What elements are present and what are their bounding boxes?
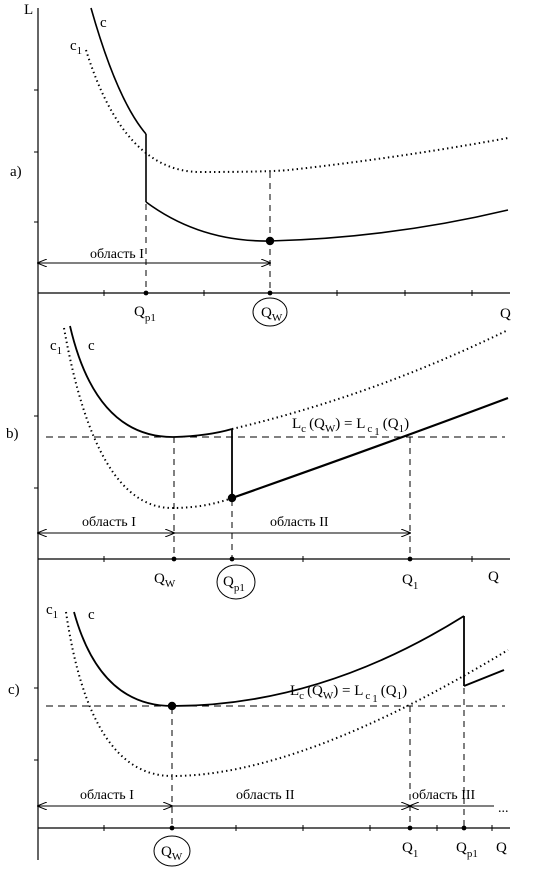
panel-b-region-1-label: область I [82, 515, 136, 530]
y-axis [34, 8, 39, 860]
panel-a-qp1-label: Qp1 [134, 304, 156, 324]
panel-b-qw-label: QW [154, 571, 176, 590]
panel-a-tag: a) [10, 164, 22, 180]
panel-c-x-axis-label: Q [496, 840, 507, 856]
panel-c-curve-c1-label: c1 [46, 602, 58, 621]
panel-c-qp1-label: Qp1 [456, 840, 478, 860]
panel-c-curve-c1 [65, 611, 509, 778]
panel-c-region-2-label: область II [236, 788, 295, 803]
panel-a-curve-c-label: c [100, 15, 107, 31]
panel-a-curve-c1 [85, 49, 509, 174]
panel-a-x-axis-label: Q [500, 306, 511, 322]
panel-a-qw-circle [252, 297, 288, 327]
panel-b-curve-c1 [63, 327, 233, 510]
panel-c-q1-label: Q1 [402, 840, 418, 860]
panel-c-qw-label: QW [161, 844, 183, 863]
panel-a-region-1-label: область I [90, 247, 144, 262]
panel-b-min-point [227, 493, 237, 503]
panel-a-curve-c [90, 7, 147, 135]
panel-b-x-axis-label: Q [488, 569, 499, 585]
panel-b-region-2-label: область II [270, 515, 329, 530]
panel-a-curve-c1-label: c1 [70, 38, 82, 57]
panel-b-curve-c-label: c [88, 338, 95, 354]
panel-c-curve-c-label: c [88, 607, 95, 623]
panel-c-region-1-label: область I [80, 788, 134, 803]
panel-c-tag: c) [8, 682, 20, 698]
panel-a-min-point [265, 236, 275, 246]
panel-c: c) область I область II область III .. [8, 602, 510, 867]
panel-b-curve-c1-label: c1 [50, 338, 62, 357]
panel-a-qw-label: QW [261, 305, 283, 324]
panel-b-qp1-circle [216, 564, 256, 600]
panel-b-tag: b) [6, 426, 19, 442]
y-axis-label: L [24, 2, 33, 18]
panel-c-region-3-label: область III [412, 788, 476, 803]
panel-c-qw-circle [153, 835, 191, 867]
panel-b-q1-label: Q1 [402, 572, 418, 592]
panel-b-curve-c [69, 325, 233, 438]
panel-a: a) область I c c1 Qp1 QW Q [10, 7, 511, 327]
panel-b-qp1-label: Qp1 [223, 574, 245, 594]
panel-c-curve-c [73, 611, 465, 707]
panel-c-ellipsis: ... [498, 801, 509, 816]
